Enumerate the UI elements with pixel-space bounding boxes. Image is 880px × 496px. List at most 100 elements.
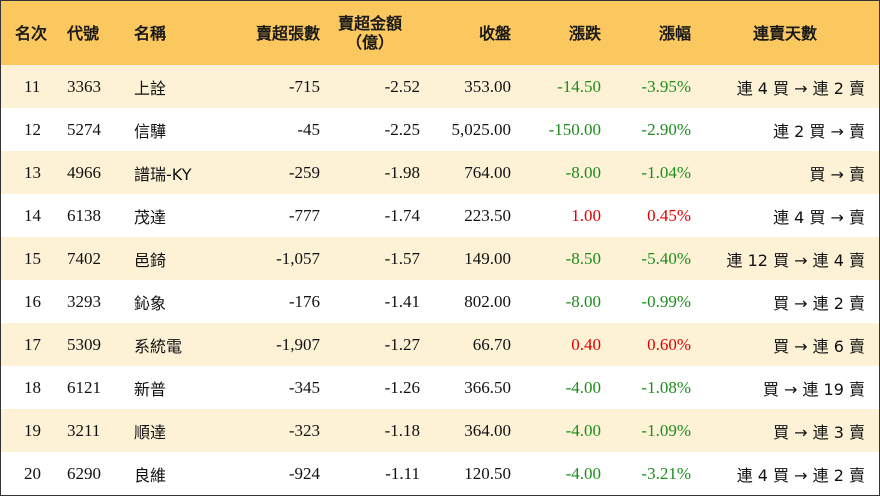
name-cell: 上詮 xyxy=(134,78,167,98)
rank-cell: 12 xyxy=(24,119,41,139)
close-cell: 149.00 xyxy=(464,248,511,268)
header-streak: 連賣天數 xyxy=(752,23,817,43)
code-cell: 6121 xyxy=(67,377,101,397)
net-sell-amount-cell: -1.98 xyxy=(384,162,420,182)
rank-cell: 18 xyxy=(24,377,41,397)
table-row: 16 3293 鈊象 -176 -1.41 802.00 -8.00 -0.99% 買 → 連 … xyxy=(1,280,879,323)
net-sell-amount-cell: -1.27 xyxy=(384,334,420,354)
close-cell: 366.50 xyxy=(464,377,511,397)
change-cell: -4.00 xyxy=(565,420,601,440)
net-sell-lots-cell: -323 xyxy=(288,420,320,440)
code-cell: 5274 xyxy=(67,119,101,139)
rank-cell: 16 xyxy=(24,291,41,311)
close-cell: 802.00 xyxy=(464,291,511,311)
code-cell: 3293 xyxy=(67,291,101,311)
rank-cell: 19 xyxy=(24,420,41,440)
net-sell-lots-cell: -777 xyxy=(288,205,320,225)
rank-cell: 14 xyxy=(24,205,41,225)
code-cell: 4966 xyxy=(67,162,101,182)
code-cell: 3211 xyxy=(67,420,101,440)
code-cell: 6290 xyxy=(67,463,101,483)
table-row: 17 5309 系統電 -1,907 -1.27 66.70 0.40 0.60% 買 → 連 … xyxy=(1,323,879,366)
change-pct-cell: -1.08% xyxy=(641,377,691,397)
table-row: 20 6290 良維 -924 -1.11 120.50 -4.00 -3.21% 連 4 買 … xyxy=(1,452,879,495)
header-rank: 名次 xyxy=(15,23,48,43)
streak-cell: 買 → 連 2 賣 xyxy=(773,293,865,313)
close-cell: 120.50 xyxy=(464,463,511,483)
rank-cell: 11 xyxy=(24,76,41,96)
net-sell-lots-cell: -259 xyxy=(288,162,320,182)
net-sell-lots-cell: -176 xyxy=(288,291,320,311)
change-cell: 1.00 xyxy=(571,205,601,225)
change-pct-cell: 0.45% xyxy=(647,205,691,225)
rank-cell: 20 xyxy=(24,463,41,483)
close-cell: 223.50 xyxy=(464,205,511,225)
close-cell: 5,025.00 xyxy=(451,119,512,139)
header-net-sell-lots: 賣超張數 xyxy=(255,23,320,43)
net-sell-lots-cell: -715 xyxy=(288,76,320,96)
name-cell: 新普 xyxy=(134,379,167,399)
rank-cell: 13 xyxy=(24,162,41,182)
net-sell-amount-cell: -1.74 xyxy=(384,205,420,225)
table-row: 19 3211 順達 -323 -1.18 364.00 -4.00 -1.09% 買 → 連 … xyxy=(1,409,879,452)
net-sell-amount-cell: -1.26 xyxy=(384,377,420,397)
streak-cell: 連 12 買 → 連 4 賣 xyxy=(726,250,865,270)
header-net-sell-amount-line1: 賣超金額 xyxy=(337,14,402,33)
table-row: 15 7402 邑錡 -1,057 -1.57 149.00 -8.50 -5.40% 連 12… xyxy=(1,237,879,280)
net-sell-lots-cell: -924 xyxy=(288,463,320,483)
change-cell: -4.00 xyxy=(565,377,601,397)
name-cell: 譜瑞-KY xyxy=(134,164,192,184)
name-cell: 良維 xyxy=(134,465,167,485)
change-pct-cell: -1.09% xyxy=(641,420,691,440)
streak-cell: 連 4 買 → 連 2 賣 xyxy=(736,78,865,98)
rank-cell: 15 xyxy=(24,248,41,268)
streak-cell: 買 → 賣 xyxy=(809,164,865,184)
code-cell: 7402 xyxy=(67,248,101,268)
change-pct-cell: -3.95% xyxy=(641,76,691,96)
change-pct-cell: -2.90% xyxy=(641,119,691,139)
streak-cell: 連 4 買 → 連 2 賣 xyxy=(736,465,865,485)
streak-cell: 買 → 連 19 賣 xyxy=(762,379,865,399)
change-pct-cell: -1.04% xyxy=(641,162,691,182)
change-cell: 0.40 xyxy=(571,334,601,354)
net-sell-lots-cell: -345 xyxy=(288,377,320,397)
net-sell-lots-cell: -1,907 xyxy=(276,334,320,354)
code-cell: 3363 xyxy=(67,76,101,96)
code-cell: 5309 xyxy=(67,334,101,354)
name-cell: 邑錡 xyxy=(134,250,167,270)
change-pct-cell: -0.99% xyxy=(641,291,691,311)
header-name: 名稱 xyxy=(134,23,167,43)
name-cell: 鈊象 xyxy=(134,293,167,313)
name-cell: 系統電 xyxy=(134,336,183,356)
streak-cell: 連 2 買 → 賣 xyxy=(773,121,865,141)
change-cell: -14.50 xyxy=(557,76,601,96)
change-cell: -4.00 xyxy=(565,463,601,483)
header-net-sell-amount: 賣超金額 （億） xyxy=(320,1,420,65)
net-sell-lots-cell: -45 xyxy=(297,119,320,139)
net-sell-lots-cell: -1,057 xyxy=(276,248,320,268)
change-cell: -8.00 xyxy=(565,291,601,311)
close-cell: 353.00 xyxy=(464,76,511,96)
table-body: 11 3363 上詮 -715 -2.52 353.00 -14.50 -3.95% 連 4 買… xyxy=(1,65,879,495)
header-change: 漲跌 xyxy=(568,23,601,43)
header-code: 代號 xyxy=(67,23,100,43)
net-sell-amount-cell: -2.52 xyxy=(384,76,420,96)
table-row: 18 6121 新普 -345 -1.26 366.50 -4.00 -1.08% 買 → 連 … xyxy=(1,366,879,409)
code-cell: 6138 xyxy=(67,205,101,225)
name-cell: 茂達 xyxy=(134,207,167,227)
table-row: 12 5274 信驊 -45 -2.25 5,025.00 -150.00 -2.90% 連 2… xyxy=(1,108,879,151)
net-sell-amount-cell: -1.57 xyxy=(384,248,420,268)
close-cell: 66.70 xyxy=(472,334,511,354)
net-sell-amount-cell: -2.25 xyxy=(384,119,420,139)
change-cell: -8.00 xyxy=(565,162,601,182)
streak-cell: 買 → 連 3 賣 xyxy=(773,422,865,442)
header-close: 收盤 xyxy=(478,23,511,43)
net-sell-amount-cell: -1.41 xyxy=(384,291,420,311)
change-pct-cell: -3.21% xyxy=(641,463,691,483)
change-cell: -8.50 xyxy=(565,248,601,268)
change-pct-cell: 0.60% xyxy=(647,334,691,354)
net-sell-amount-cell: -1.11 xyxy=(385,463,420,483)
table-row: 11 3363 上詮 -715 -2.52 353.00 -14.50 -3.95% 連 4 買… xyxy=(1,65,879,108)
